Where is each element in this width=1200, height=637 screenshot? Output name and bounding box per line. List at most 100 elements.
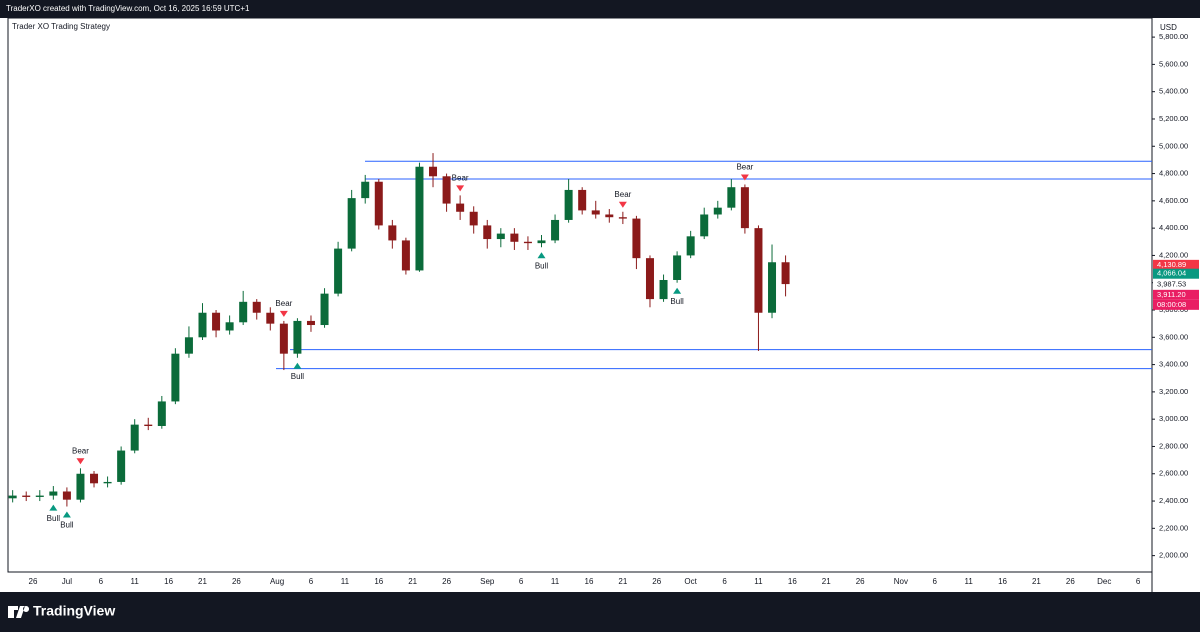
candle-body bbox=[49, 491, 58, 496]
candle-body bbox=[252, 301, 261, 313]
y-tick-label: 5,000.00 bbox=[1159, 141, 1188, 150]
candle-body bbox=[320, 293, 329, 326]
candle-body bbox=[564, 189, 573, 220]
x-tick-label: 11 bbox=[131, 577, 140, 586]
candle-body bbox=[442, 176, 451, 204]
x-tick-label: 26 bbox=[1066, 577, 1075, 586]
x-tick-label: 21 bbox=[1032, 577, 1041, 586]
signal-label: Bull bbox=[60, 521, 74, 530]
candle-body bbox=[618, 217, 627, 219]
candle-body bbox=[645, 258, 654, 300]
candle-body bbox=[700, 214, 709, 237]
price-label-bg bbox=[1153, 268, 1199, 279]
x-tick-label: 11 bbox=[964, 577, 973, 586]
candle-body bbox=[374, 181, 383, 226]
signal-label: Bull bbox=[291, 372, 305, 381]
candle-body bbox=[8, 495, 17, 499]
x-tick-label: 16 bbox=[374, 577, 383, 586]
candle-body bbox=[483, 225, 492, 240]
x-tick-label: 26 bbox=[232, 577, 241, 586]
x-tick-label: Nov bbox=[894, 577, 908, 586]
x-tick-label: Jul bbox=[62, 577, 72, 586]
candle-body bbox=[279, 323, 288, 354]
candle-body bbox=[781, 262, 790, 285]
logo-icon bbox=[8, 606, 30, 618]
candle-body bbox=[686, 236, 695, 256]
candle-body bbox=[469, 211, 478, 226]
y-tick-label: 4,400.00 bbox=[1159, 223, 1188, 232]
x-tick-label: 21 bbox=[408, 577, 417, 586]
candle-body bbox=[266, 312, 275, 324]
x-tick-label: 6 bbox=[1136, 577, 1141, 586]
top-bar bbox=[0, 0, 1200, 18]
y-tick-label: 2,800.00 bbox=[1159, 441, 1188, 450]
candle-body bbox=[157, 401, 166, 426]
y-tick-label: 5,400.00 bbox=[1159, 87, 1188, 96]
y-tick-label: 3,400.00 bbox=[1159, 360, 1188, 369]
price-label: 4,130.89 bbox=[1157, 260, 1186, 269]
signal-label: Bear bbox=[72, 446, 89, 455]
countdown-bg bbox=[1153, 299, 1199, 310]
bear-signal bbox=[740, 174, 749, 181]
bear-signal bbox=[279, 310, 288, 317]
candle-body bbox=[727, 187, 736, 208]
candle-body bbox=[401, 240, 410, 271]
candle-body bbox=[415, 166, 424, 271]
candle-body bbox=[239, 301, 248, 323]
footer bbox=[0, 592, 1200, 632]
x-tick-label: 11 bbox=[341, 577, 350, 586]
candle-body bbox=[754, 228, 763, 313]
candle-body bbox=[429, 166, 438, 177]
attribution: TraderXO created with TradingView.com, O… bbox=[6, 4, 250, 13]
x-tick-label: 16 bbox=[998, 577, 1007, 586]
y-tick-label: 5,600.00 bbox=[1159, 59, 1188, 68]
candle-body bbox=[591, 210, 600, 215]
candle-body bbox=[659, 279, 668, 300]
candle-body bbox=[198, 312, 207, 338]
candle-body bbox=[35, 495, 44, 497]
candle-body bbox=[22, 495, 31, 497]
y-axis-unit: USD bbox=[1160, 23, 1177, 32]
candle-body bbox=[740, 187, 749, 229]
chart-title: Trader XO Trading Strategy bbox=[12, 22, 110, 31]
y-tick-label: 3,200.00 bbox=[1159, 387, 1188, 396]
candle-body bbox=[0, 494, 3, 498]
countdown: 08:00:08 bbox=[1157, 300, 1186, 309]
candle-body bbox=[212, 312, 221, 331]
x-tick-label: 6 bbox=[309, 577, 314, 586]
bull-signal bbox=[673, 287, 682, 294]
candle-body bbox=[578, 189, 587, 211]
x-tick-label: 26 bbox=[856, 577, 865, 586]
signal-label: Bear bbox=[736, 163, 753, 172]
x-tick-label: 26 bbox=[442, 577, 451, 586]
signal-label: Bull bbox=[47, 514, 61, 523]
x-tick-label: 16 bbox=[585, 577, 594, 586]
bear-signal bbox=[618, 201, 627, 208]
y-tick-label: 2,000.00 bbox=[1159, 551, 1188, 560]
x-tick-label: Dec bbox=[1097, 577, 1111, 586]
candle-body bbox=[184, 337, 193, 354]
y-tick-label: 3,000.00 bbox=[1159, 414, 1188, 423]
y-tick-label: 5,200.00 bbox=[1159, 114, 1188, 123]
signal-label: Bear bbox=[275, 299, 292, 308]
candle-body bbox=[388, 225, 397, 241]
candle-body bbox=[456, 203, 465, 212]
candle-body bbox=[90, 473, 99, 484]
candle-body bbox=[347, 198, 356, 249]
candle-body bbox=[130, 424, 139, 451]
x-tick-label: 21 bbox=[822, 577, 831, 586]
x-tick-label: 11 bbox=[754, 577, 763, 586]
x-tick-label: 21 bbox=[198, 577, 207, 586]
y-tick-label: 5,800.00 bbox=[1159, 32, 1188, 41]
candle-body bbox=[225, 322, 234, 331]
y-tick-label: 4,800.00 bbox=[1159, 169, 1188, 178]
bull-signal bbox=[49, 504, 58, 511]
candle-body bbox=[361, 181, 370, 199]
x-tick-label: 26 bbox=[29, 577, 38, 586]
candle-body bbox=[306, 320, 315, 326]
brand: TradingView bbox=[33, 603, 115, 619]
x-tick-label: Oct bbox=[684, 577, 697, 586]
y-tick-label: 4,600.00 bbox=[1159, 196, 1188, 205]
